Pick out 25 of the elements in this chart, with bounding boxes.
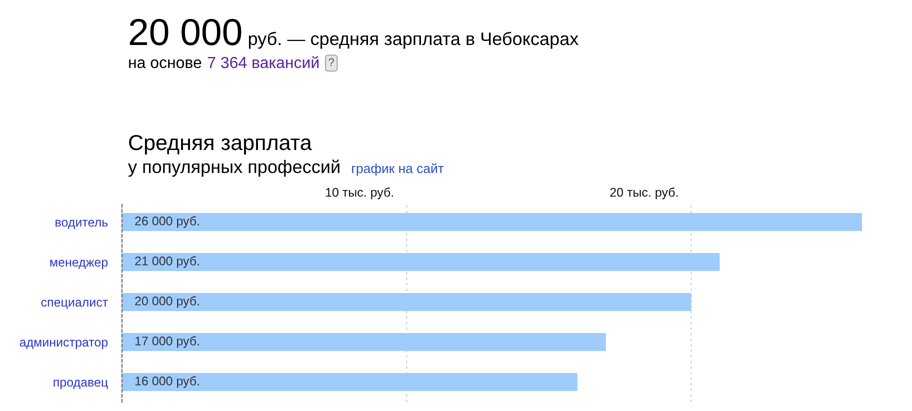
bar	[122, 213, 862, 231]
data-label: 26 000 руб.	[135, 216, 199, 228]
data-label: 17 000 руб.	[135, 336, 199, 348]
data-label: 16 000 руб.	[135, 376, 199, 388]
text: ?	[328, 58, 334, 66]
text: руб. — средняя зарплата в Чебоксарах	[248, 32, 578, 49]
y-tick-label: водитель	[56, 220, 108, 230]
bar	[122, 373, 578, 391]
bar	[122, 293, 692, 311]
data-label: 21 000 руб.	[135, 256, 199, 268]
y-tick-label: менеджер	[50, 260, 108, 270]
text: график на сайт	[352, 163, 444, 176]
y-tick-label: продавец	[54, 380, 108, 390]
data-label: 20 000 руб.	[135, 296, 199, 308]
text: 20 000	[130, 18, 242, 46]
bar	[122, 253, 720, 271]
y-tick-label: специалист	[41, 300, 108, 310]
ref-line-label: 20 тыс. руб.	[610, 187, 678, 200]
text: 7 364 вакансий	[208, 56, 318, 68]
chart-title: Средняя зарплата	[129, 134, 312, 154]
ref-line-label: 10 тыс. руб.	[326, 187, 393, 200]
bar	[122, 333, 606, 351]
chart-subtitle: у популярных профессий	[128, 160, 340, 177]
y-tick-label: администратор	[20, 340, 108, 350]
text: на основе	[129, 59, 202, 68]
